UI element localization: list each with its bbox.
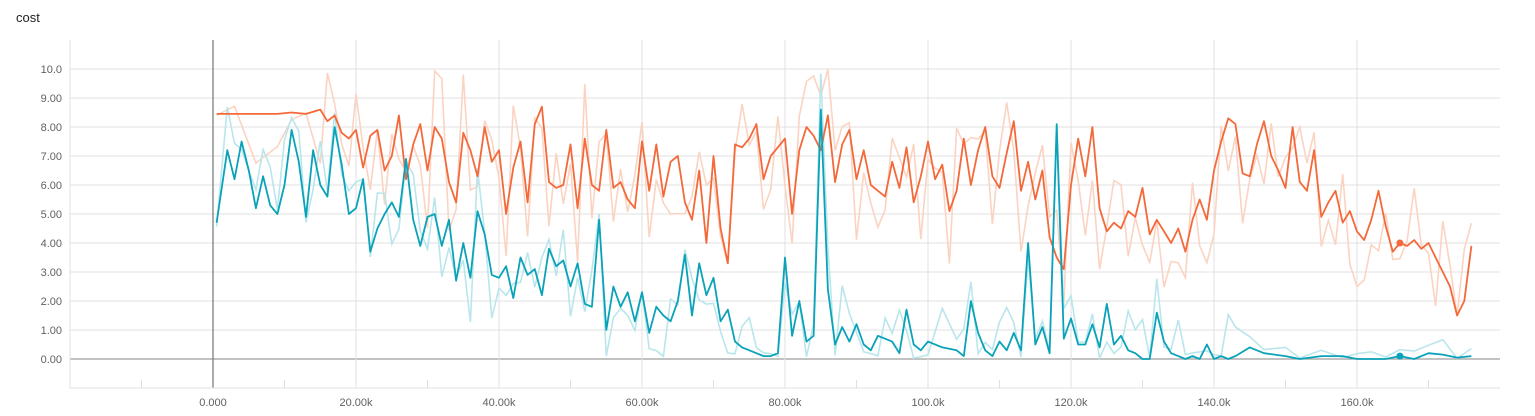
y-tick-label: 3.00 xyxy=(41,267,62,279)
x-tick-label: 140.0k xyxy=(1197,397,1231,409)
y-tick-label: 1.00 xyxy=(41,325,62,337)
x-tick-label: 120.0k xyxy=(1054,397,1088,409)
y-tick-label: 8.00 xyxy=(41,122,62,134)
y-tick-label: 9.00 xyxy=(41,93,62,105)
x-axis-ticks: 0.000 20.00k 40.00k 60.00k 80.00k 100.0k 120.0… xyxy=(199,397,1374,409)
x-tick-label: 0.000 xyxy=(199,397,227,409)
y-tick-label: 5.00 xyxy=(41,209,62,221)
x-tick-label: 60.00k xyxy=(625,397,659,409)
series-line-teal xyxy=(215,108,1472,360)
marker-orange xyxy=(1396,239,1404,247)
series-line-orange xyxy=(216,105,1473,317)
chart-title: cost xyxy=(16,10,40,25)
x-tick-label: 20.00k xyxy=(339,397,373,409)
y-tick-label: 4.00 xyxy=(41,238,62,250)
y-axis-ticks: 0.00 1.00 2.00 3.00 4.00 5.00 6.00 7.00 8.00 9.00… xyxy=(41,64,62,366)
raw-line-orange xyxy=(216,69,1473,316)
series-markers xyxy=(1396,239,1404,360)
grid-lines xyxy=(69,40,1500,389)
x-tick-label: 100.0k xyxy=(911,397,945,409)
y-tick-label: 0.00 xyxy=(41,354,62,366)
x-tick-label: 80.00k xyxy=(768,397,802,409)
y-tick-label: 7.00 xyxy=(41,151,62,163)
smoothed-series-layer xyxy=(215,105,1473,360)
raw-line-teal xyxy=(215,73,1472,361)
y-tick-label: 2.00 xyxy=(41,296,62,308)
y-tick-label: 10.0 xyxy=(41,64,62,76)
x-tick-label: 40.00k xyxy=(482,397,516,409)
marker-teal xyxy=(1396,352,1404,360)
y-tick-label: 6.00 xyxy=(41,180,62,192)
x-tick-label: 160.0k xyxy=(1340,397,1374,409)
